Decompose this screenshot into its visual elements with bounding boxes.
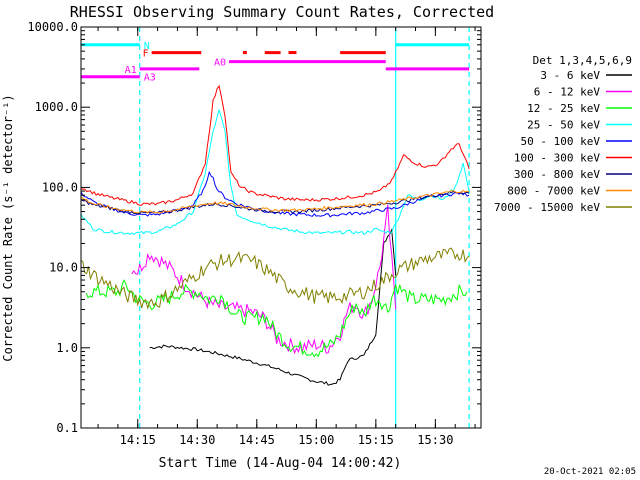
- series-line-5: [80, 84, 470, 206]
- y-tick-label: 0.1: [56, 421, 78, 435]
- legend-label: 100 - 300 keV: [514, 152, 600, 165]
- legend-title: Det 1,3,4,5,6,9: [533, 54, 632, 67]
- series-line-4: [80, 170, 470, 218]
- axes: 0.1 1.0 10.0 100.0 1000.0 10000.0 14:15 14:30 14…: [27, 20, 481, 447]
- legend-label: 300 - 800 keV: [514, 168, 600, 181]
- legend-label: 7000 - 15000 keV: [494, 201, 600, 214]
- series-line-6: [80, 190, 470, 215]
- x-tick-label: 15:30: [417, 433, 453, 447]
- flag-label: A0: [214, 58, 226, 69]
- y-tick-label: 10000.0: [27, 20, 78, 34]
- x-tick-label: 14:45: [239, 433, 275, 447]
- flag-label: A3: [144, 73, 156, 84]
- y-tick-label: 10.0: [49, 261, 78, 275]
- flag-bars: NF A0 A1 A3: [81, 41, 470, 84]
- y-tick-label: 1.0: [56, 341, 78, 355]
- plot-area: [139, 27, 470, 428]
- plot-frame: [80, 26, 482, 429]
- flag-label: F: [143, 49, 149, 60]
- flag-label: N: [144, 41, 150, 52]
- legend-label: 6 - 12 keV: [534, 86, 601, 99]
- y-axis-label: Corrected Count Rate (s⁻¹ detector⁻¹): [1, 94, 15, 361]
- chart-title: RHESSI Observing Summary Count Rates, Co…: [70, 3, 494, 21]
- footer-timestamp: 20-Oct-2021 02:05: [544, 467, 636, 477]
- series-line-1: [131, 205, 397, 355]
- flag-label: A1: [125, 65, 137, 76]
- y-tick-label: 1000.0: [35, 100, 78, 114]
- x-tick-label: 14:30: [179, 433, 215, 447]
- legend: Det 1,3,4,5,6,9 3 - 6 keV 6 - 12 keV 12 - …: [494, 54, 632, 214]
- series-line-7: [80, 189, 470, 214]
- series-line-2: [85, 279, 468, 358]
- x-tick-label: 15:00: [298, 433, 334, 447]
- series-line-8: [80, 247, 470, 310]
- series-lines: [80, 84, 470, 386]
- x-axis-label: Start Time (14-Aug-04 14:00:42): [159, 456, 402, 471]
- legend-label: 12 - 25 keV: [527, 102, 600, 115]
- legend-label: 50 - 100 keV: [521, 135, 601, 148]
- legend-label: 3 - 6 keV: [540, 69, 600, 82]
- series-line-0: [149, 228, 397, 386]
- legend-label: 800 - 7000 keV: [507, 185, 600, 198]
- y-tick-label: 100.0: [42, 180, 78, 194]
- x-tick-label: 15:15: [358, 433, 394, 447]
- legend-label: 25 - 50 keV: [527, 119, 600, 132]
- x-tick-label: 14:15: [120, 433, 156, 447]
